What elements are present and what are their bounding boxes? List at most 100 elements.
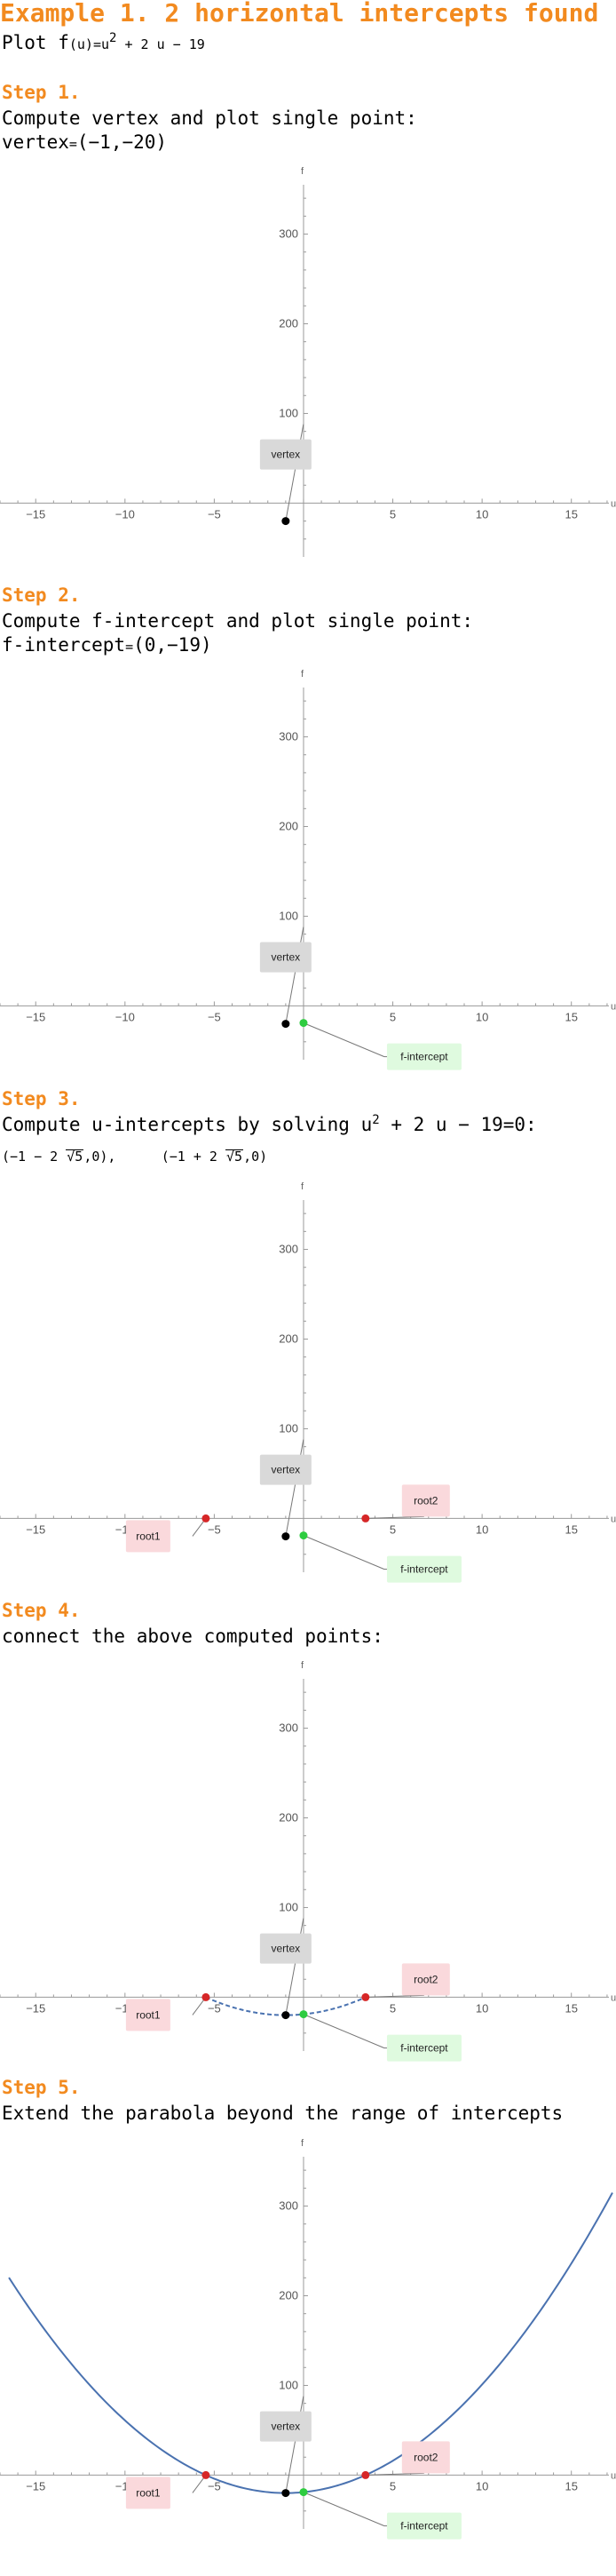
- label-leader-root2: [365, 2472, 424, 2476]
- label-leader-vertex: [285, 2396, 304, 2493]
- y-tick-label: 100: [279, 2378, 298, 2391]
- y-axis-label: f: [301, 1660, 304, 1671]
- step-3-text: Compute u-intercepts by solving u2 + 2 u…: [2, 1114, 537, 1135]
- step-1-label: Step 1.: [2, 82, 81, 103]
- sqrt-symbol: √5: [66, 1149, 84, 1165]
- point-root1: [201, 1992, 210, 2001]
- label-box-root1: [125, 1999, 170, 2031]
- step-4-label: Step 4.: [2, 1600, 81, 1621]
- x-tick-label: −10: [115, 1010, 135, 1023]
- y-tick-label: 200: [279, 1810, 298, 1824]
- parabola-curve: [8, 2192, 613, 2494]
- label-leader-f-intercept: [303, 2492, 385, 2527]
- label-leader-vertex: [285, 424, 304, 521]
- label-text-vertex: vertex: [272, 2421, 301, 2433]
- step-5-text: Extend the parabola beyond the range of …: [2, 2103, 564, 2124]
- step-3-exp: 2: [372, 1113, 380, 1127]
- x-tick-label: 15: [565, 507, 577, 521]
- root-expression-1: (−1 − 2 √5,0),: [2, 1144, 115, 1165]
- x-tick-label: 15: [565, 2001, 577, 2015]
- label-text-vertex: vertex: [272, 951, 301, 964]
- chart-step-3: uf−15 −10 −5 5 10 15100200300vertexf-intercep…: [0, 1181, 616, 1583]
- x-axis-label: u: [611, 498, 616, 509]
- label-leader-f-intercept: [303, 1022, 385, 1058]
- label-text-root2: root2: [414, 1973, 438, 1985]
- chart-step-1: u f −15 −10 −5 5 10 15 100 200 300 vertex: [0, 166, 616, 557]
- x-tick-label: 10: [476, 2479, 488, 2493]
- point-f-intercept: [299, 2010, 308, 2019]
- step-3-text-prefix: Compute u-intercepts by solving u: [2, 1114, 373, 1135]
- root-close: ,0): [243, 1149, 268, 1165]
- label-box-root1: [125, 2477, 170, 2509]
- label-text-vertex: vertex: [272, 1464, 301, 1476]
- x-axis-label: u: [611, 1514, 616, 1524]
- step-3-label: Step 3.: [2, 1088, 81, 1109]
- y-tick-label: 300: [279, 2199, 298, 2213]
- plot-rest: + 2 u − 19: [116, 36, 205, 52]
- x-axis-label: u: [611, 1001, 616, 1012]
- x-tick-label: 5: [390, 1010, 396, 1023]
- point-vertex: [281, 2489, 290, 2498]
- point-root1: [201, 1514, 210, 1523]
- plot-arg: (u): [68, 36, 93, 52]
- y-tick-label: 300: [279, 1243, 298, 1256]
- result-name: f-intercept: [2, 634, 126, 656]
- y-tick-label: 100: [279, 909, 298, 922]
- x-tick-label: −15: [26, 2001, 45, 2015]
- label-box-vertex: [259, 2411, 312, 2442]
- step-2-result: f-intercept=(0,−19): [2, 634, 212, 656]
- result-value: (−1,−20): [76, 131, 168, 153]
- y-tick-label: 200: [279, 316, 298, 330]
- point-root2: [361, 1514, 370, 1523]
- x-tick-label: −15: [26, 2479, 45, 2493]
- x-tick-label: 10: [476, 1523, 488, 1536]
- label-box-root2: [401, 1484, 450, 1517]
- label-text-root1: root1: [136, 2008, 161, 2021]
- x-tick-label: 5: [390, 507, 396, 521]
- point-root2: [361, 2470, 370, 2479]
- point-vertex: [281, 2011, 290, 2020]
- label-text-root1: root1: [136, 2486, 161, 2499]
- point-vertex: [281, 1532, 290, 1541]
- result-value: (0,−19): [133, 634, 212, 656]
- chart-step-2: u f −15 −10 −5 5 10 15 100 200 300 vertex f-intercep…: [0, 669, 616, 1070]
- x-tick-label: −5: [208, 2479, 221, 2493]
- x-tick-label: −5: [208, 2001, 221, 2015]
- y-tick-label: 300: [279, 730, 298, 743]
- x-tick-label: 15: [565, 1523, 577, 1536]
- x-tick-label: 5: [390, 1523, 396, 1536]
- label-box-vertex: [259, 942, 312, 973]
- x-tick-label: 5: [390, 2001, 396, 2015]
- radicand: 5: [234, 1149, 243, 1165]
- root-open: (−1 − 2: [2, 1149, 67, 1165]
- label-text-f-intercept: f-intercept: [400, 1051, 448, 1063]
- label-box-f-intercept: [386, 2512, 462, 2540]
- y-axis-label: f: [301, 669, 304, 680]
- label-leader-root2: [365, 1515, 424, 1519]
- y-tick-label: 100: [279, 406, 298, 419]
- result-name: vertex: [2, 131, 69, 153]
- label-text-root2: root2: [414, 2451, 438, 2463]
- root-close: ,0),: [83, 1149, 116, 1165]
- x-tick-label: −15: [26, 507, 45, 521]
- label-box-root2: [401, 2441, 450, 2474]
- plot-prefix: Plot f: [2, 32, 69, 53]
- label-box-f-intercept: [386, 2034, 462, 2062]
- chart-step-5: uf−15 −10 −5 5 10 15100200300vertexf-intercep…: [0, 2138, 616, 2540]
- label-box-root1: [125, 1520, 170, 1553]
- x-tick-label: −5: [208, 1010, 221, 1023]
- y-tick-label: 100: [279, 1421, 298, 1435]
- x-tick-label: 5: [390, 2479, 396, 2493]
- x-tick-label: −15: [26, 1010, 45, 1023]
- label-leader-vertex: [285, 1918, 304, 2015]
- y-tick-label: 300: [279, 1721, 298, 1735]
- root-expression-2: (−1 + 2 √5,0): [162, 1144, 267, 1165]
- sqrt-symbol: √5: [225, 1149, 244, 1165]
- step-1-text: Compute vertex and plot single point:: [2, 107, 417, 129]
- page-title: Example 1. 2 horizontal intercepts found: [0, 0, 599, 28]
- x-tick-label: 15: [565, 2479, 577, 2493]
- y-axis-label: f: [301, 1181, 304, 1192]
- x-axis-label: u: [611, 1992, 616, 2003]
- result-eq: =: [68, 136, 77, 152]
- chart-step-4: uf−15 −10 −5 5 10 15100200300vertexf-intercep…: [0, 1660, 616, 2062]
